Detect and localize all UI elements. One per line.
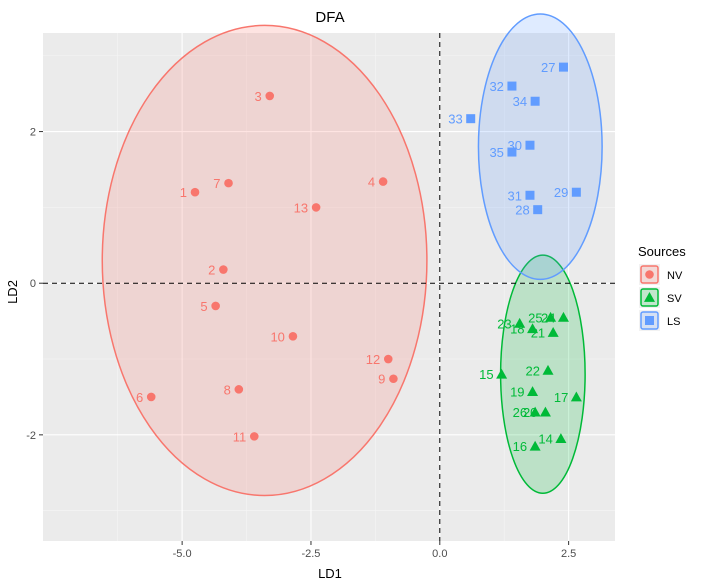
data-point-24 — [557, 311, 569, 322]
y-axis-title: LD2 — [5, 280, 20, 304]
legend-item-ls: LS — [639, 310, 680, 331]
x-tick-label: -5.0 — [173, 548, 192, 560]
legend-key-symbol — [644, 292, 655, 302]
point-label-23: 23 — [497, 316, 511, 331]
x-tick-label: 2.5 — [561, 548, 576, 560]
point-label-26: 26 — [513, 405, 527, 420]
data-point-26 — [529, 406, 541, 417]
data-point-23 — [514, 317, 526, 328]
y-tick-label: 0 — [30, 278, 36, 290]
axes: -5.0 -2.5 0.0 2.5 -2 0 2 — [26, 127, 576, 560]
point-label-4: 4 — [368, 175, 375, 190]
point-label-25: 25 — [528, 310, 542, 325]
y-tick-label: -2 — [26, 430, 36, 442]
data-point-33 — [466, 114, 476, 124]
data-point-35 — [507, 147, 517, 157]
point-label-29: 29 — [554, 185, 568, 200]
point-label-32: 32 — [489, 79, 503, 94]
data-point-16 — [529, 440, 541, 451]
x-axis-title: LD1 — [318, 566, 342, 581]
series-sv: 14151617181920212223242526 — [479, 310, 582, 454]
data-point-9 — [389, 374, 398, 384]
data-point-17 — [570, 391, 582, 402]
data-point-21 — [547, 326, 559, 337]
data-point-4 — [378, 177, 388, 186]
point-label-22: 22 — [526, 363, 540, 378]
plot-panel: 1234567891011121314151617181920212223242… — [43, 13, 615, 541]
data-point-18 — [527, 323, 539, 334]
data-point-12 — [383, 354, 393, 364]
point-label-35: 35 — [489, 145, 503, 160]
point-label-3: 3 — [255, 89, 262, 104]
confidence-ellipse-ls — [477, 13, 603, 281]
data-point-29 — [571, 187, 581, 197]
point-label-15: 15 — [479, 367, 493, 382]
x-tick-label: -2.5 — [301, 548, 320, 560]
data-point-8 — [234, 385, 244, 394]
data-point-32 — [507, 81, 517, 91]
chart-title: DFA — [315, 9, 344, 26]
x-tick-label: 0.0 — [432, 548, 447, 560]
point-label-13: 13 — [294, 200, 308, 215]
point-label-2: 2 — [208, 263, 215, 278]
legend-key-symbol — [645, 270, 654, 279]
data-point-27 — [558, 62, 568, 72]
data-point-31 — [525, 190, 535, 200]
point-label-1: 1 — [180, 185, 187, 200]
data-point-20 — [539, 406, 551, 417]
point-label-28: 28 — [515, 203, 529, 218]
data-point-11 — [249, 432, 259, 441]
data-point-15 — [496, 368, 508, 379]
point-label-19: 19 — [510, 385, 524, 400]
point-label-27: 27 — [541, 60, 555, 75]
plot-area — [43, 33, 615, 541]
legend-label-ls: LS — [667, 316, 680, 328]
legend-item-sv: SV — [639, 287, 682, 308]
legend-item-nv: NV — [639, 264, 683, 285]
data-point-28 — [533, 205, 543, 215]
data-point-14 — [555, 433, 567, 444]
point-label-21: 21 — [531, 325, 545, 340]
point-label-34: 34 — [513, 94, 527, 109]
data-point-22 — [542, 364, 554, 375]
point-label-33: 33 — [448, 112, 462, 127]
data-point-10 — [288, 331, 298, 341]
confidence-ellipse-nv — [101, 24, 428, 497]
data-point-30 — [525, 140, 535, 150]
data-point-34 — [530, 96, 540, 106]
data-point-3 — [265, 91, 275, 101]
point-label-16: 16 — [513, 439, 527, 454]
legend: Sources NV SV LS — [638, 244, 686, 331]
data-point-6 — [146, 392, 156, 402]
point-label-14: 14 — [538, 432, 552, 447]
data-point-5 — [211, 301, 220, 311]
point-label-17: 17 — [554, 390, 568, 405]
point-label-12: 12 — [366, 352, 380, 367]
data-point-25 — [545, 311, 557, 322]
data-point-13 — [311, 203, 321, 212]
point-label-7: 7 — [213, 176, 220, 191]
point-label-6: 6 — [136, 390, 143, 405]
point-label-5: 5 — [200, 299, 207, 314]
point-label-10: 10 — [270, 329, 284, 344]
data-point-19 — [527, 386, 539, 397]
point-label-8: 8 — [224, 382, 231, 397]
legend-label-sv: SV — [667, 293, 682, 305]
legend-label-nv: NV — [667, 270, 683, 282]
data-point-7 — [224, 178, 233, 188]
y-tick-label: 2 — [30, 127, 36, 139]
legend-key-symbol — [645, 316, 654, 325]
data-point-2 — [219, 265, 228, 274]
point-label-11: 11 — [233, 429, 247, 444]
point-label-9: 9 — [378, 372, 385, 387]
point-label-31: 31 — [508, 188, 522, 203]
data-point-1 — [190, 187, 200, 197]
legend-title: Sources — [638, 244, 686, 259]
